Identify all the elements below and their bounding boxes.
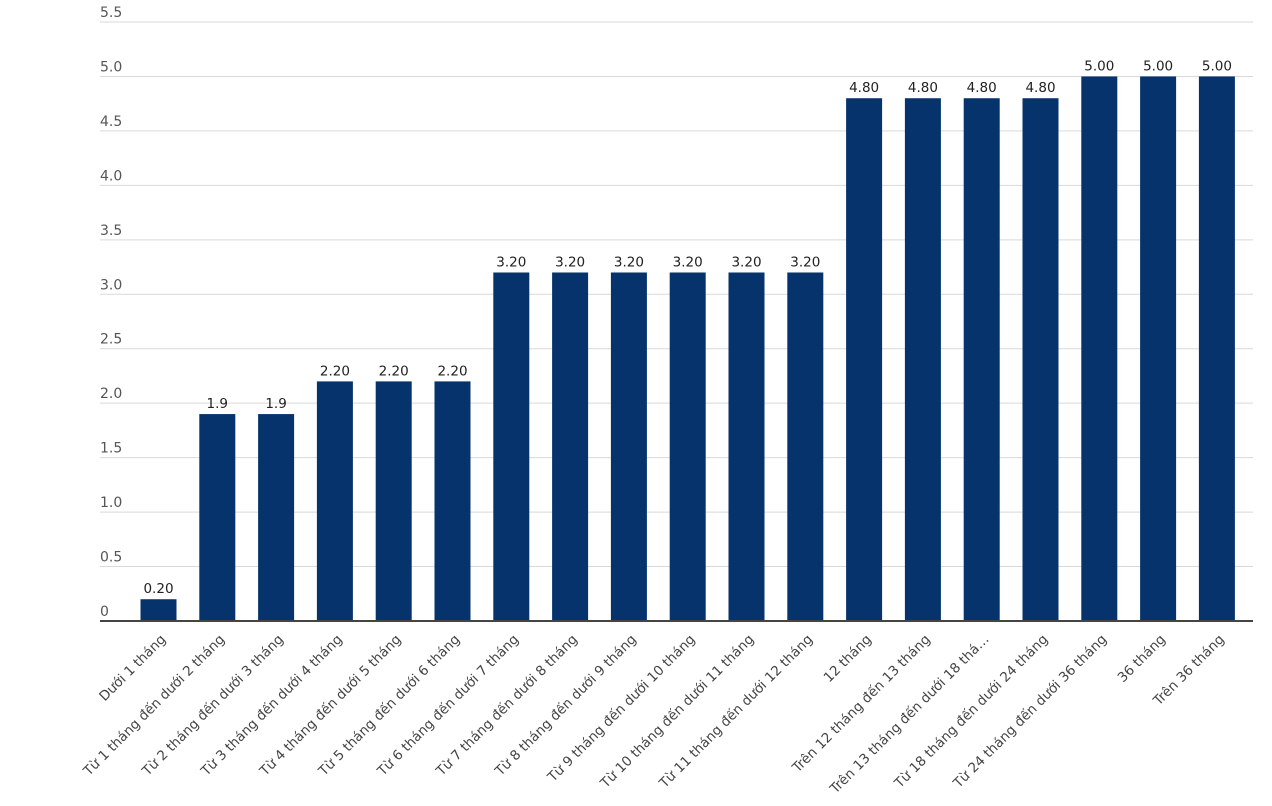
- y-tick-label: 3.0: [100, 277, 122, 293]
- y-tick-label: 4.5: [100, 114, 122, 130]
- bar-value-label: 3.20: [555, 254, 585, 270]
- y-tick-label: 2.5: [100, 332, 122, 348]
- bar: [316, 381, 353, 621]
- x-tick-label: 36 tháng: [1115, 632, 1169, 686]
- bar-value-label: 3.20: [614, 254, 644, 270]
- bar-value-label: 3.20: [731, 254, 761, 270]
- bar: [1022, 98, 1059, 621]
- bar-value-label: 3.20: [673, 254, 703, 270]
- bar-value-label: 5.00: [1202, 58, 1232, 74]
- y-tick-label: 2.0: [100, 386, 122, 402]
- bar: [199, 414, 236, 621]
- bar-value-label: 2.20: [320, 363, 350, 379]
- bar-value-label: 1.9: [265, 396, 286, 412]
- y-tick-label: 1.5: [100, 441, 122, 457]
- x-tick-label: 12 tháng: [821, 632, 875, 686]
- bar: [434, 381, 471, 621]
- bar-value-label: 0.20: [143, 581, 173, 597]
- y-axis-ticks: 0 0.5 1.0 1.5 2.0 2.5 3.0 3.5 4.0 4.5 5.0 5.5: [100, 5, 122, 620]
- bar-value-label: 4.80: [849, 80, 879, 96]
- bar-value-label: 3.20: [496, 254, 526, 270]
- y-tick-label: 0: [100, 604, 109, 620]
- y-tick-label: 0.5: [100, 550, 122, 566]
- y-tick-label: 4.0: [100, 168, 122, 184]
- y-tick-label: 5.0: [100, 59, 122, 75]
- bar: [846, 98, 883, 621]
- bar-value-label: 5.00: [1084, 58, 1114, 74]
- bar-value-label: 5.00: [1143, 58, 1173, 74]
- bar: [258, 414, 295, 621]
- bar-value-label: 4.80: [967, 80, 997, 96]
- bar: [493, 272, 530, 621]
- bar: [375, 381, 412, 621]
- bar: [963, 98, 1000, 621]
- bar: [728, 272, 765, 621]
- bar: [904, 98, 941, 621]
- bar-value-label: 2.20: [379, 363, 409, 379]
- bar: [1198, 76, 1235, 622]
- bar-value-label: 4.80: [908, 80, 938, 96]
- bar: [669, 272, 706, 621]
- y-tick-label: 5.5: [100, 5, 122, 21]
- bar: [552, 272, 589, 621]
- bar: [1140, 76, 1177, 622]
- bar-value-label: 4.80: [1025, 80, 1055, 96]
- bar-value-label: 3.20: [790, 254, 820, 270]
- bar-value-label: 1.9: [207, 396, 228, 412]
- y-tick-label: 1.0: [100, 495, 122, 511]
- bar: [787, 272, 824, 621]
- bar-value-label: 2.20: [437, 363, 467, 379]
- y-tick-label: 3.5: [100, 223, 122, 239]
- bar: [610, 272, 647, 621]
- bar: [140, 599, 177, 621]
- bars: [140, 76, 1235, 622]
- data-labels: 0.20 1.9 1.9 2.20 2.20 2.20 3.20 3.20 3.20 3.20 3.…: [143, 58, 1231, 597]
- bar: [1081, 76, 1118, 622]
